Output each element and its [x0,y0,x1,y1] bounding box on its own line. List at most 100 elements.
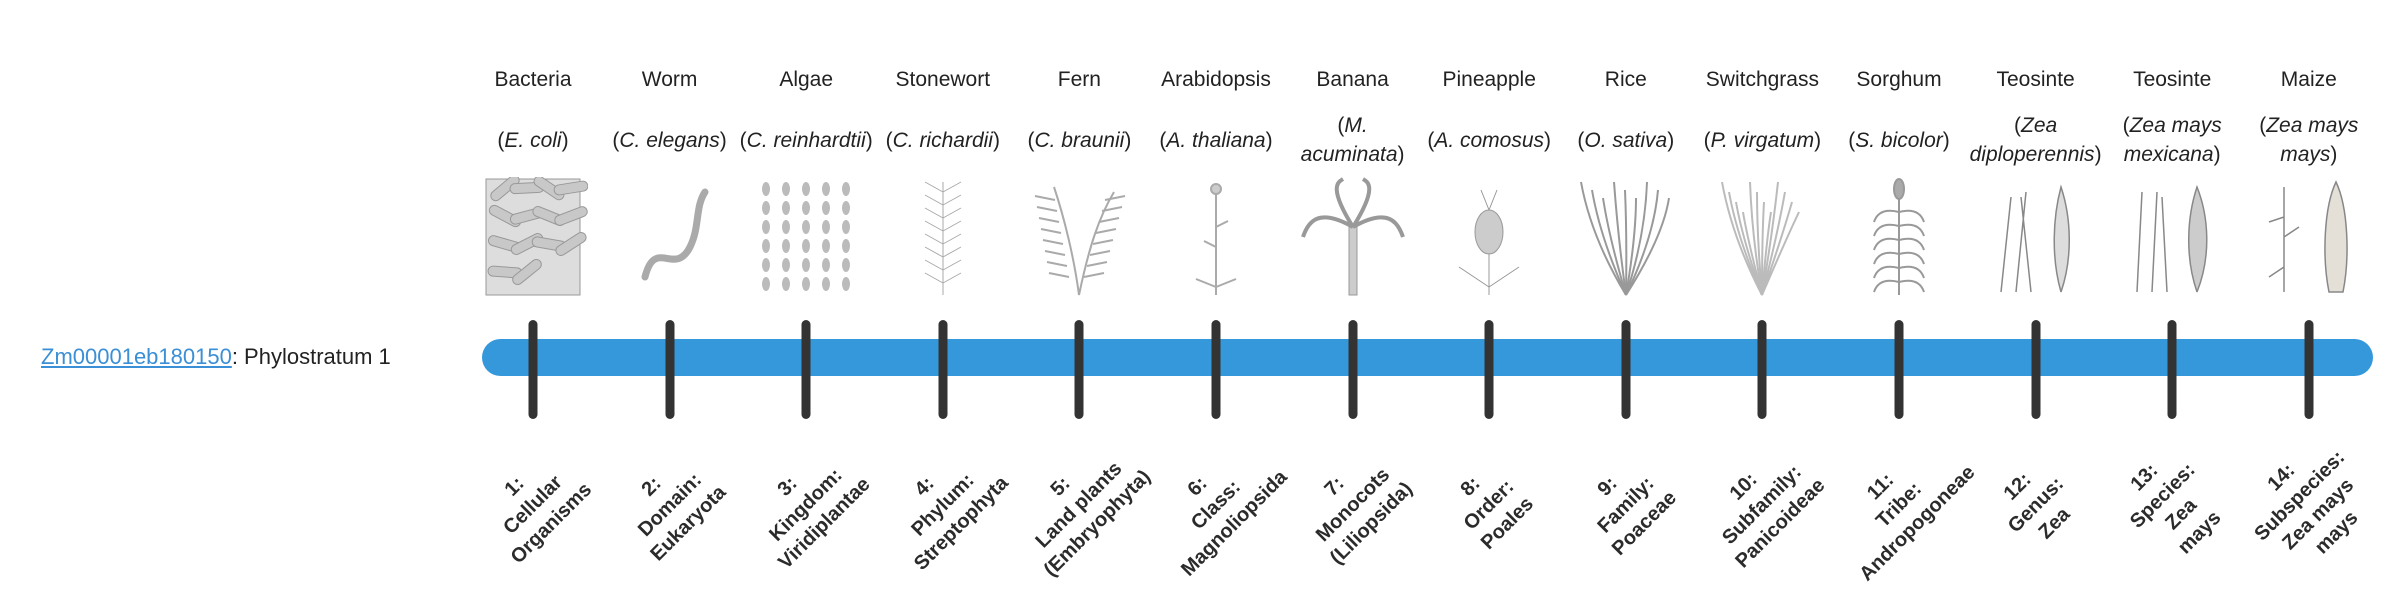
worm-illustration-icon [641,188,709,281]
stratum-label: 4: Phylum: Streptophyta [859,421,1027,589]
latin-name: Zea mays mays [2242,110,2376,170]
common-name: Teosinte [2133,68,2212,91]
stratum-label: 3: Kingdom: Viridiplantae [722,421,890,589]
stonewort-illustration [876,177,1010,297]
phylostratum-text: : Phylostratum 1 [231,344,391,369]
rice-illustration-icon [1579,181,1670,296]
latin-name: A. thaliana [1149,110,1283,170]
arabidopsis-illustration [1149,177,1283,297]
timeline-tick [1621,320,1631,419]
timeline-tick [1894,320,1904,419]
common-name: Teosinte [1996,68,2075,91]
bacteria-illustration-icon [485,174,589,296]
common-name: Stonewort [895,68,991,91]
latin-name: C. richardii [876,110,1010,170]
maize-illustration [2242,177,2376,297]
stratum-label: 2: Domain: Eukaryota [585,421,753,589]
sorghum-illustration [1832,177,1966,297]
timeline-tick [2031,320,2041,419]
latin-name-text: Zea mays mays [2242,111,2376,169]
latin-name: C. elegans [603,110,737,170]
latin-name-text: M. acuminata [1286,111,1420,169]
teosinte-illustration [1969,177,2103,297]
sorghum-illustration-icon [1873,178,1925,295]
maize-illustration-icon [2268,180,2348,293]
latin-name-text: S. bicolor [1848,126,1950,155]
common-name: Pineapple [1442,68,1536,91]
latin-name: Zea diploperennis [1969,110,2103,170]
latin-name-text: C. richardii [886,126,1000,155]
latin-name-text: C. reinhardtii [740,126,873,155]
latin-name: C. braunii [1012,110,1146,170]
worm-illustration [603,177,737,297]
common-name: Sorghum [1856,68,1942,91]
latin-name-text: C. braunii [1027,126,1131,155]
pineapple-illustration-icon [1458,189,1520,295]
teosinte-mexicana-illustration-icon [2136,184,2208,293]
stratum-label: 14: Subspecies: Zea mays mays [2215,412,2400,598]
latin-name: C. reinhardtii [739,110,873,170]
common-name: Rice [1604,68,1647,91]
stratum-label: 11: Tribe: Andropogoneae [1815,421,1983,589]
latin-name: O. sativa [1559,110,1693,170]
timeline-tick [528,320,538,419]
timeline-tick [2167,320,2177,419]
stratum-label: 1: Cellular Organisms [449,421,617,589]
common-name: Algae [779,68,834,91]
timeline-tick [938,320,948,419]
teosinte-illustration-icon [1999,184,2070,293]
latin-name-text: O. sativa [1577,126,1674,155]
banana-illustration-icon [1300,177,1405,296]
rice-illustration [1559,177,1693,297]
timeline-tick [1757,320,1767,419]
stratum-label: 12: Genus: Zea [1951,421,2119,589]
common-name: Maize [2280,68,2337,91]
latin-name: E. coli [466,110,600,170]
phylostrata-timeline-bar [482,339,2373,376]
common-name: Worm [641,68,698,91]
stratum-label: 9: Family: Poaceae [1542,421,1710,589]
common-name: Fern [1057,68,1101,91]
latin-name-text: C. elegans [612,126,726,155]
common-name: Bacteria [494,68,572,91]
latin-name-text: E. coli [497,126,568,155]
pineapple-illustration [1422,177,1556,297]
timeline-tick [801,320,811,419]
latin-name-text: Zea diploperennis [1969,111,2103,169]
switchgrass-illustration-icon [1721,181,1801,296]
gene-heading: Zm00001eb180150: Phylostratum 1 [41,344,391,370]
common-name: Arabidopsis [1161,68,1271,91]
timeline-tick [1074,320,1084,419]
algae-illustration-icon [762,182,851,291]
fern-illustration-icon [1035,186,1126,296]
timeline-tick [1484,320,1494,419]
latin-name-text: P. virgatum [1704,126,1822,155]
latin-name-text: A. thaliana [1159,126,1272,155]
latin-name: Zea mays mexicana [2105,110,2239,170]
timeline-tick [2304,320,2314,419]
arabidopsis-illustration-icon [1195,183,1237,295]
timeline-tick [665,320,675,419]
stratum-label: 7: Monocots (Liliopsida) [1268,421,1436,589]
gene-id-link[interactable]: Zm00001eb180150 [41,344,232,369]
timeline-tick [1211,320,1221,419]
latin-name-text: Zea mays mexicana [2105,111,2239,169]
latin-name: P. virgatum [1695,110,1829,170]
timeline-tick [1348,320,1358,419]
stratum-label: 8: Order: Poales [1405,421,1573,589]
common-name: Switchgrass [1705,68,1819,91]
latin-name: S. bicolor [1832,110,1966,170]
common-name: Banana [1316,68,1389,91]
switchgrass-illustration [1695,177,1829,297]
teosinte-mexicana-illustration [2105,177,2239,297]
stonewort-illustration-icon [924,181,962,295]
banana-illustration [1286,177,1420,297]
latin-name: M. acuminata [1286,110,1420,170]
latin-name: A. comosus [1422,110,1556,170]
bacteria-illustration [466,174,600,297]
stratum-label: 5: Land plants (Embryophyta) [995,421,1163,589]
stratum-label: 10: Subfamily: Panicoideae [1678,421,1846,589]
fern-illustration [1012,177,1146,297]
latin-name-text: A. comosus [1427,126,1551,155]
algae-illustration [739,177,873,297]
